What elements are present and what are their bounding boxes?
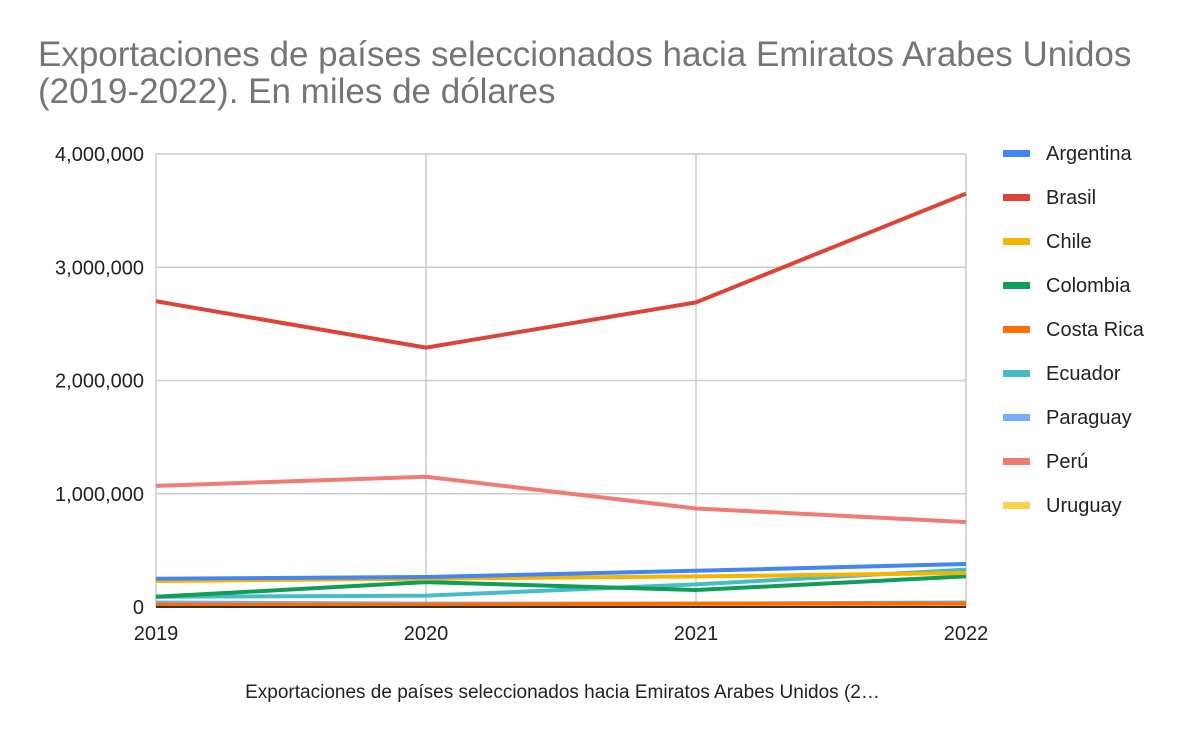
legend-swatch (1003, 458, 1030, 465)
legend-swatch (1003, 150, 1030, 157)
y-tick-label: 0 (133, 597, 144, 619)
legend-label: Costa Rica (1046, 319, 1145, 341)
legend-label: Uruguay (1046, 495, 1122, 517)
legend-swatch (1003, 194, 1030, 201)
series-line-perú (155, 474, 967, 525)
x-tick-label: 2021 (674, 623, 719, 645)
x-tick-label: 2022 (944, 623, 989, 645)
x-tick-label: 2020 (404, 623, 449, 645)
y-tick-label: 2,000,000 (55, 371, 144, 393)
legend-label: Colombia (1046, 275, 1131, 297)
legend-label: Perú (1046, 451, 1088, 473)
series-line-costa-rica (156, 601, 966, 607)
x-tick-label: 2019 (134, 623, 179, 645)
y-tick-label: 3,000,000 (55, 257, 144, 279)
x-axis-label: Exportaciones de países seleccionados ha… (245, 682, 880, 703)
series-line-ecuador (155, 567, 967, 599)
legend-label: Ecuador (1046, 363, 1121, 385)
series-line-brasil (155, 191, 967, 350)
y-tick-label: 1,000,000 (55, 484, 144, 506)
legend-label: Chile (1046, 231, 1092, 253)
chart-title: Exportaciones de países seleccionados ha… (38, 35, 1132, 111)
legend-label: Paraguay (1046, 407, 1132, 429)
legend-swatch (1003, 282, 1030, 289)
legend-label: Argentina (1046, 143, 1132, 165)
legend-swatch (1003, 370, 1030, 377)
legend-swatch (1003, 326, 1030, 333)
legend-swatch (1003, 414, 1030, 421)
series-line-colombia (155, 574, 967, 599)
legend-label: Brasil (1046, 187, 1096, 209)
y-tick-label: 4,000,000 (55, 144, 144, 166)
legend-swatch (1003, 502, 1030, 509)
series-line-argentina (155, 561, 967, 581)
legend-swatch (1003, 238, 1030, 245)
